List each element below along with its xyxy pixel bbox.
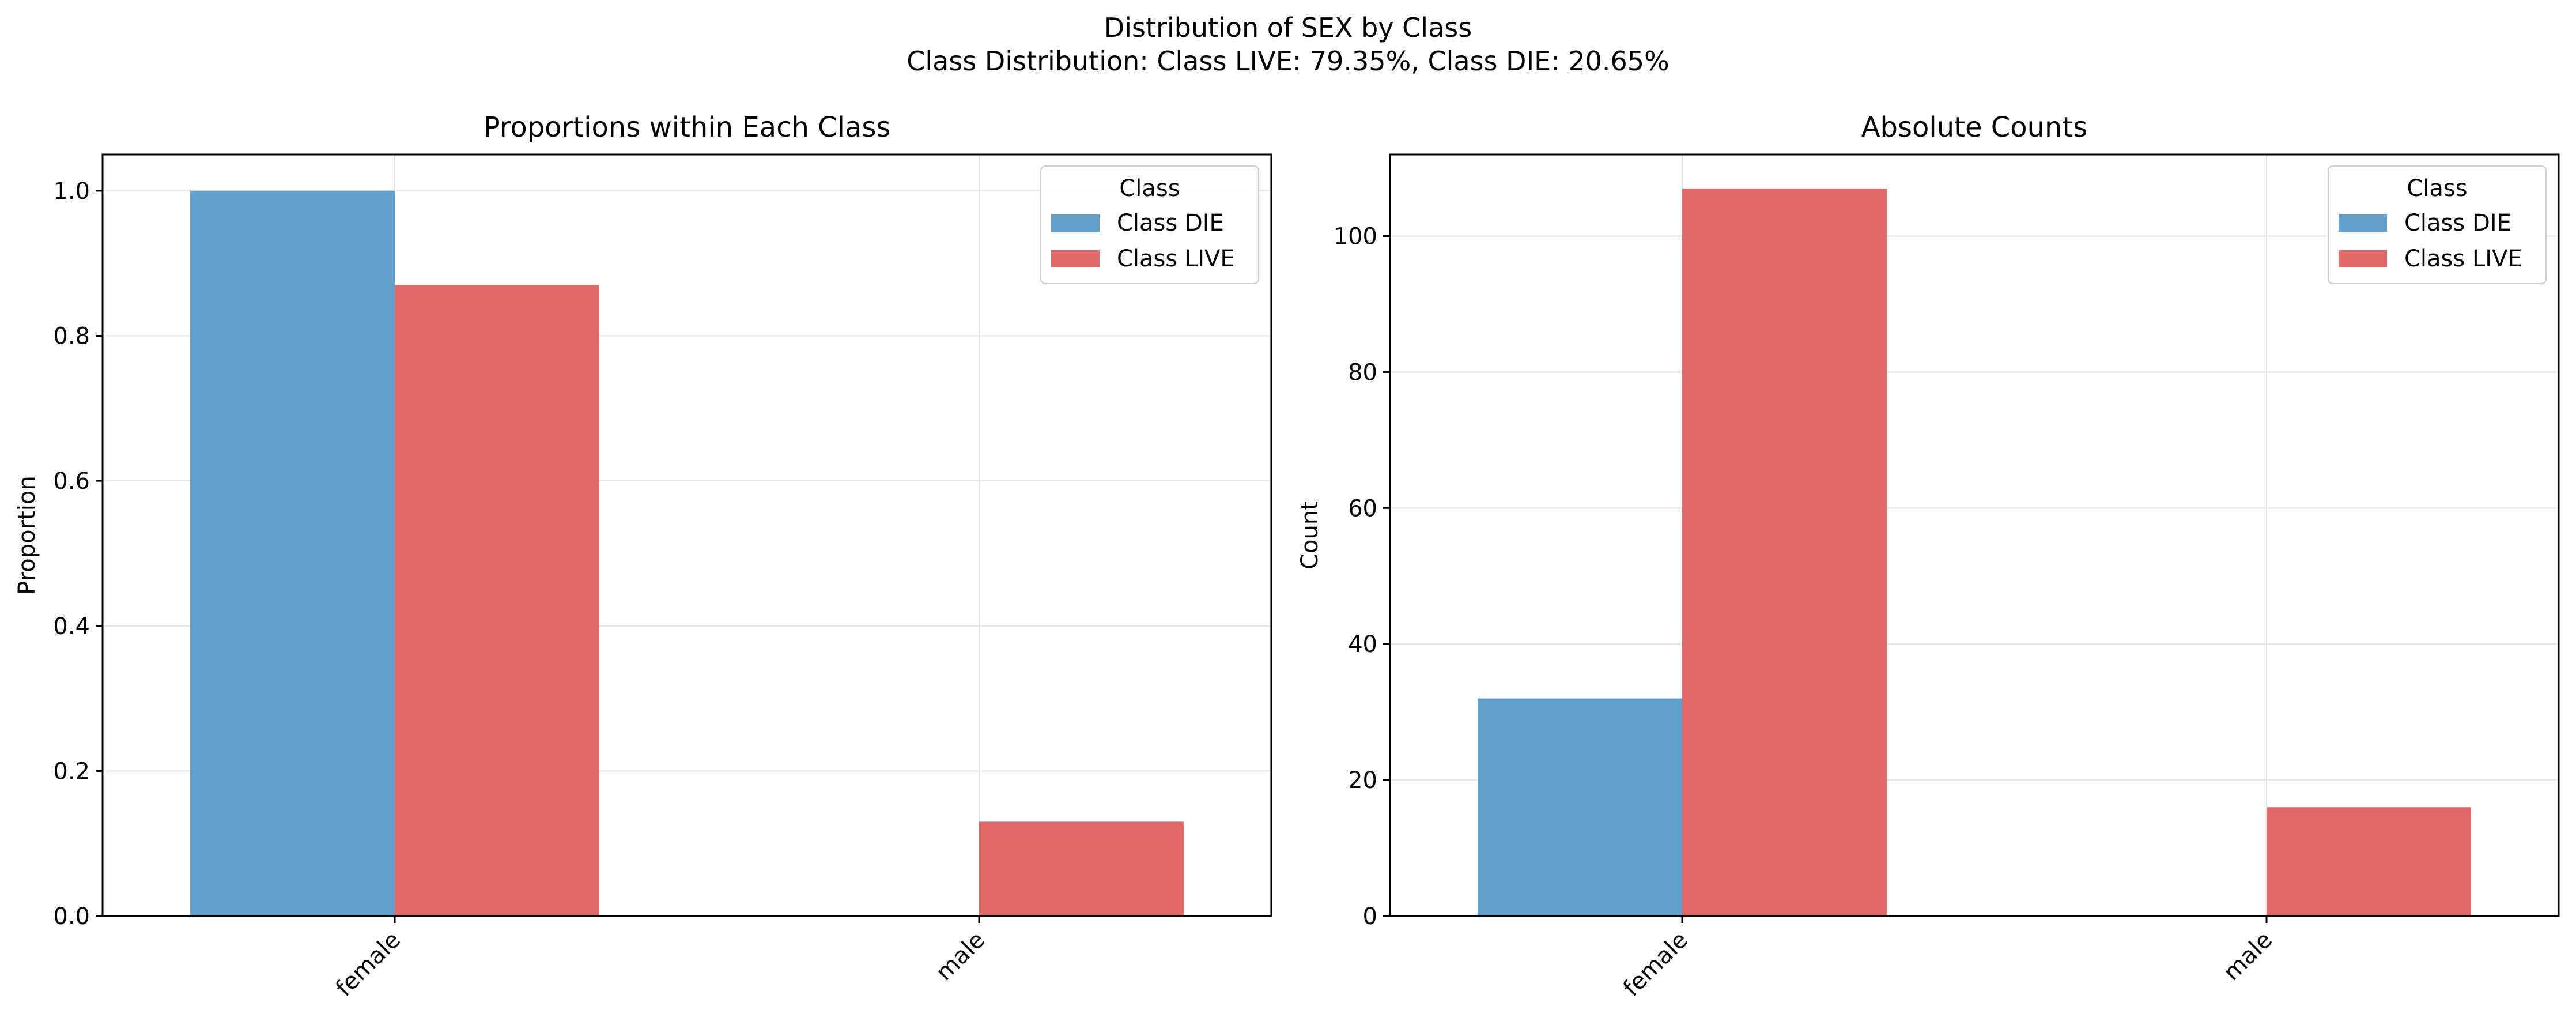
panel-title: Absolute Counts [1861,111,2088,144]
legend-swatch [1051,214,1100,232]
legend-title: Class [2407,175,2467,202]
y-tick-label: 80 [1348,359,1377,386]
legend-label: Class LIVE [2404,246,2522,272]
legend-label: Class LIVE [1117,246,1235,272]
bar-class-die-female [1478,699,1682,916]
legend-label: Class DIE [2404,210,2511,236]
y-axis-label: Count [1297,501,1323,570]
y-tick-label: 0 [1363,903,1377,930]
y-tick-label: 0.4 [53,613,90,640]
figure-title: Distribution of SEX by Class [1104,12,1472,43]
bar-class-live-female [395,285,599,916]
legend-swatch [2339,214,2387,232]
y-tick-label: 100 [1334,224,1377,250]
legend-swatch [1051,250,1100,267]
y-tick-label: 0.6 [53,468,90,495]
y-tick-label: 60 [1348,495,1377,522]
y-tick-label: 0.0 [53,903,90,930]
bar-class-die-female [190,191,395,916]
bar-class-live-female [1682,189,1887,916]
y-tick-label: 0.2 [53,758,90,785]
y-tick-label: 0.8 [53,323,90,350]
legend-title: Class [1119,175,1180,202]
y-axis-label: Proportion [14,476,40,594]
y-tick-label: 1.0 [53,178,90,205]
legend-label: Class DIE [1117,210,1224,236]
y-tick-label: 40 [1348,631,1377,658]
y-tick-label: 20 [1348,767,1377,794]
bar-class-live-male [2267,807,2471,916]
figure-subtitle: Class Distribution: Class LIVE: 79.35%, … [906,46,1669,77]
panel-title: Proportions within Each Class [484,111,891,144]
bar-class-live-male [979,821,1184,916]
legend-swatch [2339,250,2387,267]
